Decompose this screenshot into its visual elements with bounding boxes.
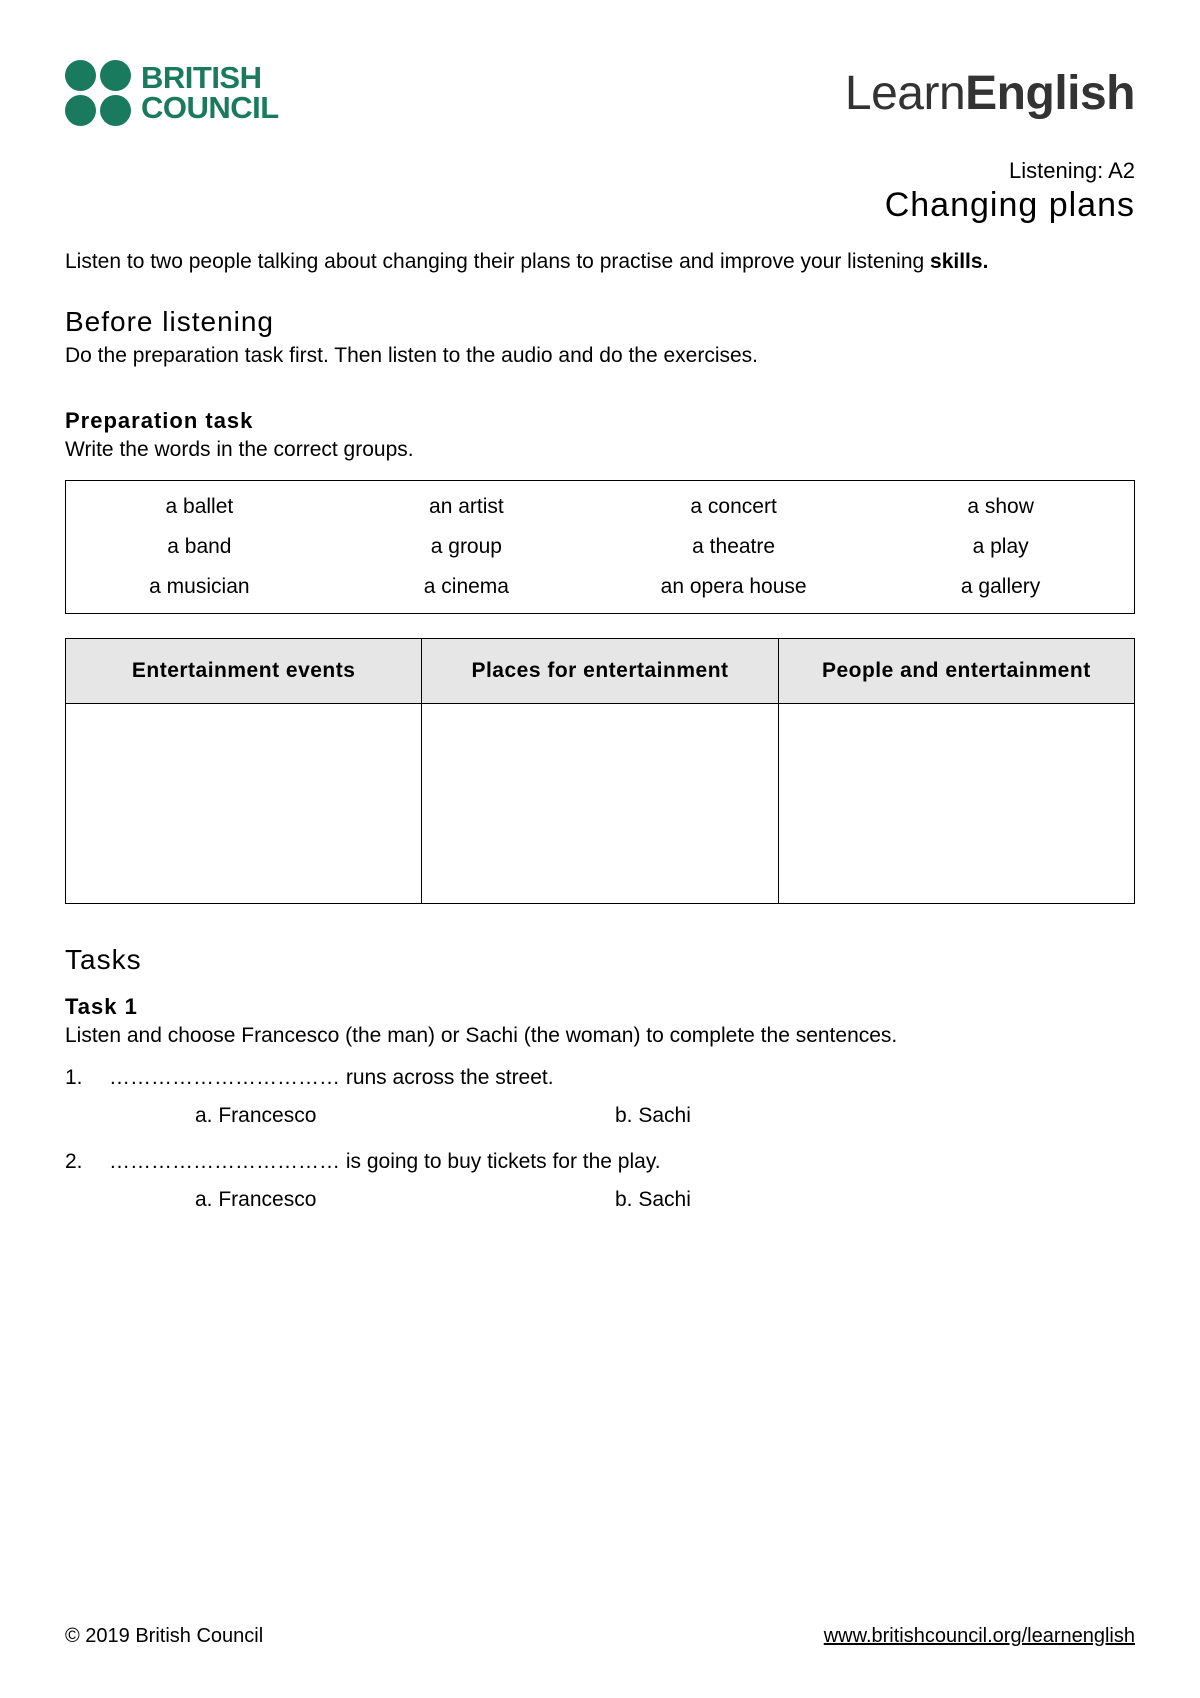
intro-paragraph: Listen to two people talking about chang… bbox=[65, 247, 1135, 276]
title-block: Listening: A2 Changing plans bbox=[65, 158, 1135, 225]
question-item: 2. …………………………… is going to buy tickets f… bbox=[65, 1150, 1135, 1212]
table-row: a musician a cinema an opera house a gal… bbox=[66, 567, 1135, 614]
before-listening-heading: Before listening bbox=[65, 306, 1135, 338]
option-b[interactable]: b. Sachi bbox=[615, 1188, 691, 1212]
option-a[interactable]: a. Francesco bbox=[195, 1188, 615, 1212]
footer-url-link[interactable]: www.britishcouncil.org/learnenglish bbox=[824, 1625, 1135, 1648]
fill-blank[interactable]: …………………………… bbox=[109, 1150, 340, 1173]
british-council-logo: BRITISH COUNCIL bbox=[65, 60, 279, 126]
word-bank-table: a ballet an artist a concert a show a ba… bbox=[65, 480, 1135, 614]
question-number: 1. bbox=[65, 1066, 109, 1090]
group-header: Places for entertainment bbox=[422, 639, 778, 704]
preparation-task-desc: Write the words in the correct groups. bbox=[65, 438, 1135, 462]
group-answer-cell[interactable] bbox=[778, 704, 1134, 904]
word-cell: a band bbox=[66, 527, 333, 567]
page-footer: © 2019 British Council www.britishcounci… bbox=[65, 1625, 1135, 1648]
intro-text: Listen to two people talking about chang… bbox=[65, 250, 930, 273]
fill-blank[interactable]: …………………………… bbox=[109, 1066, 340, 1089]
page-header: BRITISH COUNCIL LearnEnglish bbox=[65, 60, 1135, 126]
task1-heading: Task 1 bbox=[65, 994, 1135, 1020]
option-b[interactable]: b. Sachi bbox=[615, 1104, 691, 1128]
word-cell: a show bbox=[867, 481, 1134, 528]
copyright-text: © 2019 British Council bbox=[65, 1625, 263, 1648]
word-cell: a cinema bbox=[333, 567, 600, 614]
group-answer-cell[interactable] bbox=[66, 704, 422, 904]
word-cell: a gallery bbox=[867, 567, 1134, 614]
document-title: Changing plans bbox=[65, 186, 1135, 225]
intro-skills: skills. bbox=[930, 250, 988, 273]
word-cell: an opera house bbox=[600, 567, 867, 614]
groups-table: Entertainment events Places for entertai… bbox=[65, 638, 1135, 904]
british-council-text: BRITISH COUNCIL bbox=[141, 63, 279, 124]
le-bold: English bbox=[965, 67, 1135, 120]
question-number: 2. bbox=[65, 1150, 109, 1174]
options-row: a. Francesco b. Sachi bbox=[65, 1104, 1135, 1128]
le-light: Learn bbox=[845, 67, 965, 120]
word-cell: a play bbox=[867, 527, 1134, 567]
question-text: …………………………… is going to buy tickets for … bbox=[109, 1150, 1135, 1174]
table-row: a band a group a theatre a play bbox=[66, 527, 1135, 567]
word-cell: a ballet bbox=[66, 481, 333, 528]
preparation-task-heading: Preparation task bbox=[65, 408, 1135, 434]
word-cell: a group bbox=[333, 527, 600, 567]
table-row: a ballet an artist a concert a show bbox=[66, 481, 1135, 528]
question-text: …………………………… runs across the street. bbox=[109, 1066, 1135, 1090]
group-answer-cell[interactable] bbox=[422, 704, 778, 904]
group-header: Entertainment events bbox=[66, 639, 422, 704]
learn-english-logo: LearnEnglish bbox=[845, 66, 1135, 121]
table-row bbox=[66, 704, 1135, 904]
before-listening-desc: Do the preparation task first. Then list… bbox=[65, 344, 1135, 368]
group-header: People and entertainment bbox=[778, 639, 1134, 704]
table-header-row: Entertainment events Places for entertai… bbox=[66, 639, 1135, 704]
logo-dots-icon bbox=[65, 60, 131, 126]
question-rest: runs across the street. bbox=[340, 1066, 554, 1089]
bc-line2: COUNCIL bbox=[141, 93, 279, 123]
word-cell: a concert bbox=[600, 481, 867, 528]
bc-line1: BRITISH bbox=[141, 63, 279, 93]
option-a[interactable]: a. Francesco bbox=[195, 1104, 615, 1128]
tasks-heading: Tasks bbox=[65, 944, 1135, 976]
options-row: a. Francesco b. Sachi bbox=[65, 1188, 1135, 1212]
task1-desc: Listen and choose Francesco (the man) or… bbox=[65, 1024, 1135, 1048]
word-cell: a musician bbox=[66, 567, 333, 614]
word-cell: an artist bbox=[333, 481, 600, 528]
level-line: Listening: A2 bbox=[65, 158, 1135, 184]
word-cell: a theatre bbox=[600, 527, 867, 567]
question-item: 1. …………………………… runs across the street. a… bbox=[65, 1066, 1135, 1128]
question-rest: is going to buy tickets for the play. bbox=[340, 1150, 661, 1173]
